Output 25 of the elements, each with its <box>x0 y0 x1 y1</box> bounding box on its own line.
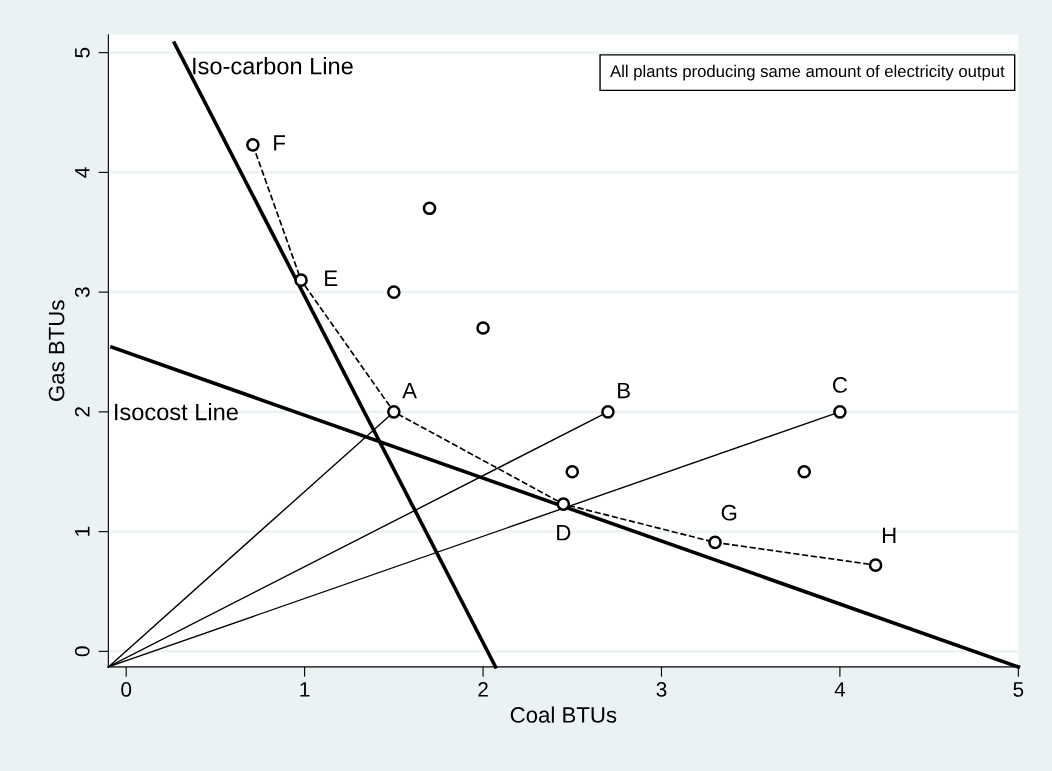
annotation: A <box>402 382 417 399</box>
annotation: C <box>833 377 848 393</box>
x-axis-title: Coal BTUs <box>510 706 617 723</box>
annotation: Isocost Line <box>115 403 238 421</box>
y-tick-label: 3 <box>74 287 90 298</box>
annotation: G <box>721 504 737 521</box>
y-tick-label: 0 <box>74 646 90 657</box>
x-tick-label: 5 <box>1013 682 1024 697</box>
y-tick-label: 2 <box>74 407 90 417</box>
x-tick-label: 4 <box>834 682 846 697</box>
annotation: B <box>618 382 630 399</box>
annotation: F <box>274 135 286 151</box>
annotation: All plants producing same amount of electricity output <box>610 64 1005 81</box>
x-tick-label: 2 <box>478 682 488 697</box>
annotation: D <box>557 525 571 541</box>
x-tick-label: 3 <box>656 682 667 697</box>
annotation: Iso-carbon Line <box>193 57 353 75</box>
y-tick-label: 5 <box>75 47 90 58</box>
y-tick-label: 1 <box>75 526 90 536</box>
x-tick-label: 1 <box>300 682 310 697</box>
annotation: H <box>882 527 896 544</box>
y-axis-title: Gas BTUs <box>48 300 65 401</box>
annotation: E <box>325 270 338 286</box>
x-tick-label: 0 <box>121 682 132 697</box>
y-tick-label: 4 <box>75 167 90 178</box>
